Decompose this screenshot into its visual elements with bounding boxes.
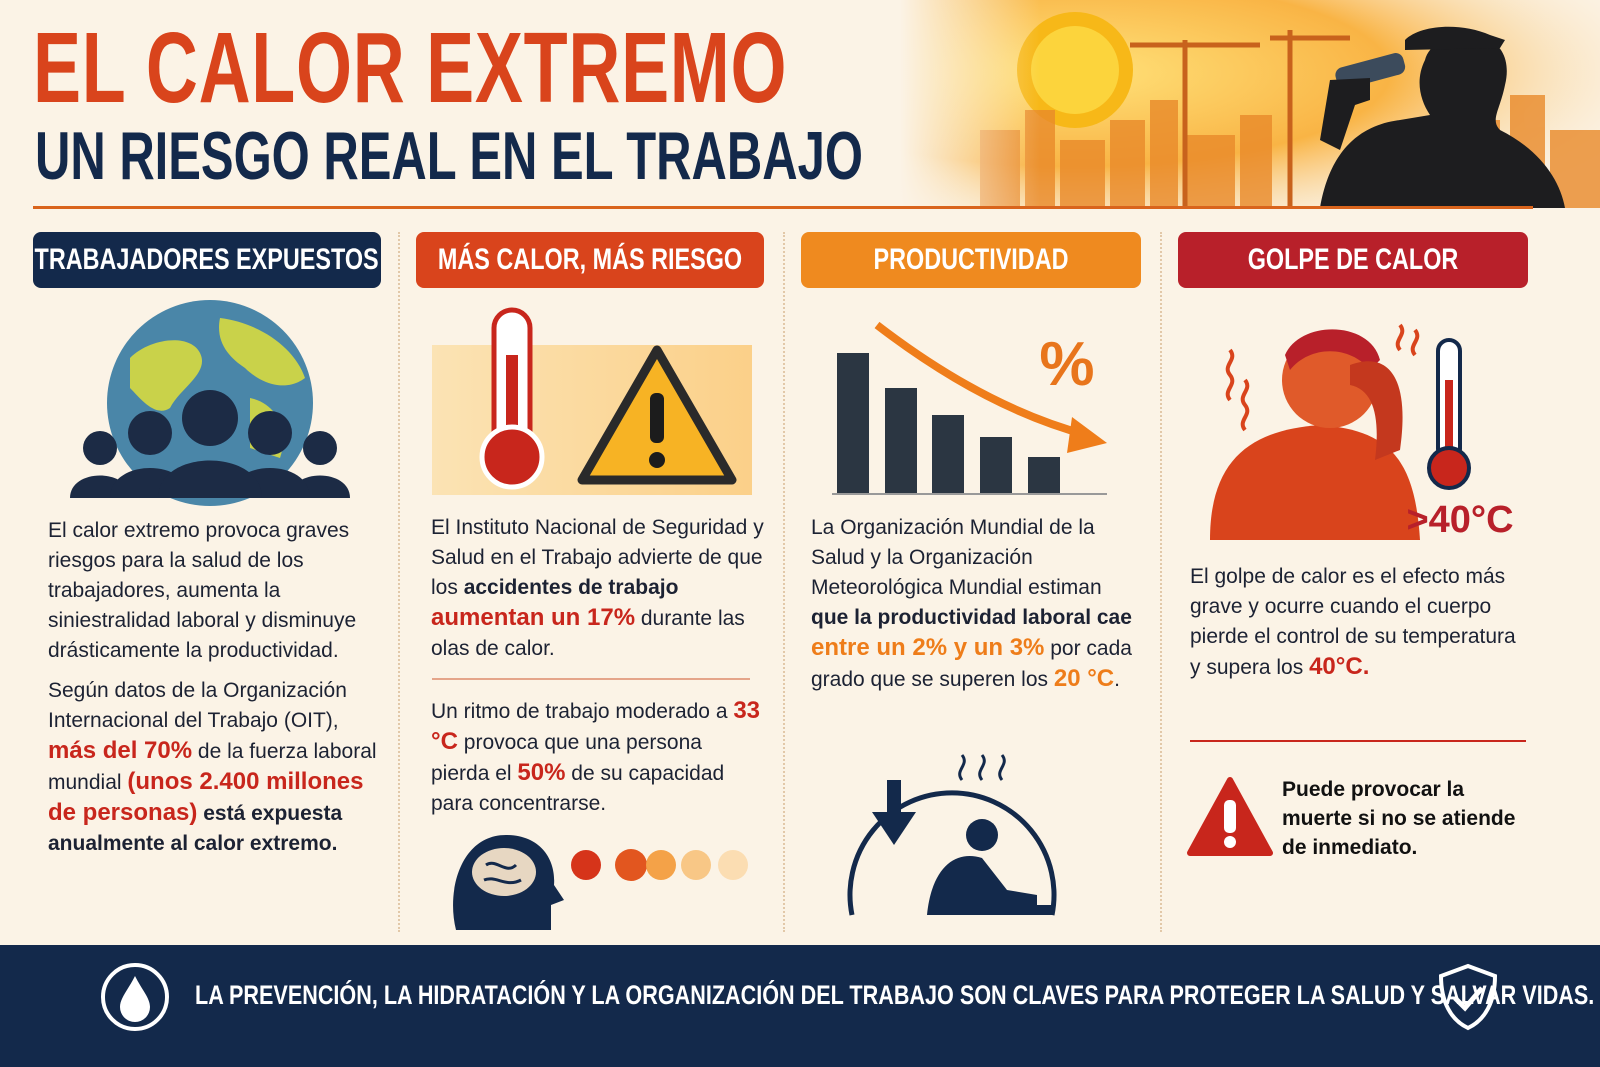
shield-icon [1438, 963, 1498, 1031]
warning-text: Puede provocar la muerte si no se atiend… [1282, 778, 1516, 859]
text-segment: 40°C. [1309, 653, 1370, 680]
paragraph: La Organización Mundial de la Salud y la… [811, 513, 1141, 695]
text-segment: 20 °C [1053, 665, 1115, 692]
text-segment: 50% [517, 759, 566, 786]
text-segment: Según datos de la Organización Internaci… [48, 679, 347, 732]
text-segment: La Organización Mundial de la Salud y la… [811, 516, 1102, 599]
divider [432, 678, 750, 680]
heading-text: TRABAJADORES EXPUESTOS [34, 243, 380, 276]
header-rule [33, 206, 1533, 209]
icon-label: >40°C [1406, 499, 1513, 541]
column-separator [783, 232, 785, 932]
column-separator [1160, 232, 1162, 932]
text-segment: 33 °C [431, 697, 761, 755]
column-heading: MÁS CALOR, MÁS RIESGO [416, 232, 764, 288]
text-segment: de la fuerza laboral mundial [48, 740, 377, 794]
column-heading: TRABAJADORES EXPUESTOS [33, 232, 381, 288]
text-segment: (unos 2.400 millones de personas) [48, 768, 364, 826]
column-heading: PRODUCTIVIDAD [801, 232, 1141, 288]
title: EL CALOR EXTREMO [33, 12, 788, 124]
text-segment: El golpe de calor es el efecto más grave… [1190, 565, 1516, 679]
text-segment: más del 70% [48, 737, 193, 764]
icon-label: % [1039, 330, 1094, 399]
footer-band [0, 945, 1600, 1067]
heat-risk-icon [432, 307, 752, 495]
text-segment: de su capacidad para concentrarse. [431, 762, 725, 815]
text-segment: durante las olas de calor. [431, 607, 745, 660]
divider [1190, 740, 1526, 742]
paragraph: Un ritmo de trabajo moderado a 33 °C pro… [431, 696, 766, 819]
heatstroke-icon: >40°C [1210, 323, 1514, 541]
text-segment: entre un 2% y un 3% [811, 634, 1045, 661]
text-segment: El calor extremo provoca graves riesgos … [48, 519, 357, 662]
heading-text: GOLPE DE CALOR [1247, 243, 1459, 276]
productivity-icon: % [832, 321, 1107, 495]
warning-icon [1187, 777, 1273, 856]
paragraph: El calor extremo provoca graves riesgos … [48, 516, 378, 666]
text-segment: aumentan un 17% [431, 604, 636, 631]
text-segment: Un ritmo de trabajo moderado a [431, 700, 734, 723]
fatigue-icon [847, 754, 1057, 916]
heading-text: PRODUCTIVIDAD [873, 243, 1069, 276]
text-segment: provoca que una persona pierda el [431, 731, 702, 785]
header-art [900, 0, 1600, 208]
drop-icon [101, 963, 169, 1031]
brain-icon [453, 835, 748, 930]
text-segment: accidentes de trabajo [463, 576, 679, 599]
subtitle: UN RIESGO REAL EN EL TRABAJO [35, 118, 863, 194]
text-segment: . [1114, 668, 1120, 691]
footer-text: LA PREVENCIÓN, LA HIDRATACIÓN Y LA ORGAN… [195, 980, 1595, 1010]
paragraph: El golpe de calor es el efecto más grave… [1190, 562, 1520, 683]
text-segment: por cada grado que se superen los [811, 637, 1132, 691]
globe-icon [70, 300, 350, 506]
text-segment: El Instituto Nacional de Seguridad y Sal… [431, 516, 764, 599]
column-heading: GOLPE DE CALOR [1178, 232, 1528, 288]
text-segment: que la productividad laboral cae [811, 606, 1132, 629]
column-separator [398, 232, 400, 932]
text-segment: está expuesta anualmente al calor extrem… [48, 802, 343, 855]
heading-text: MÁS CALOR, MÁS RIESGO [437, 243, 743, 276]
paragraph: Según datos de la Organización Internaci… [48, 676, 378, 859]
paragraph: El Instituto Nacional de Seguridad y Sal… [431, 513, 766, 664]
